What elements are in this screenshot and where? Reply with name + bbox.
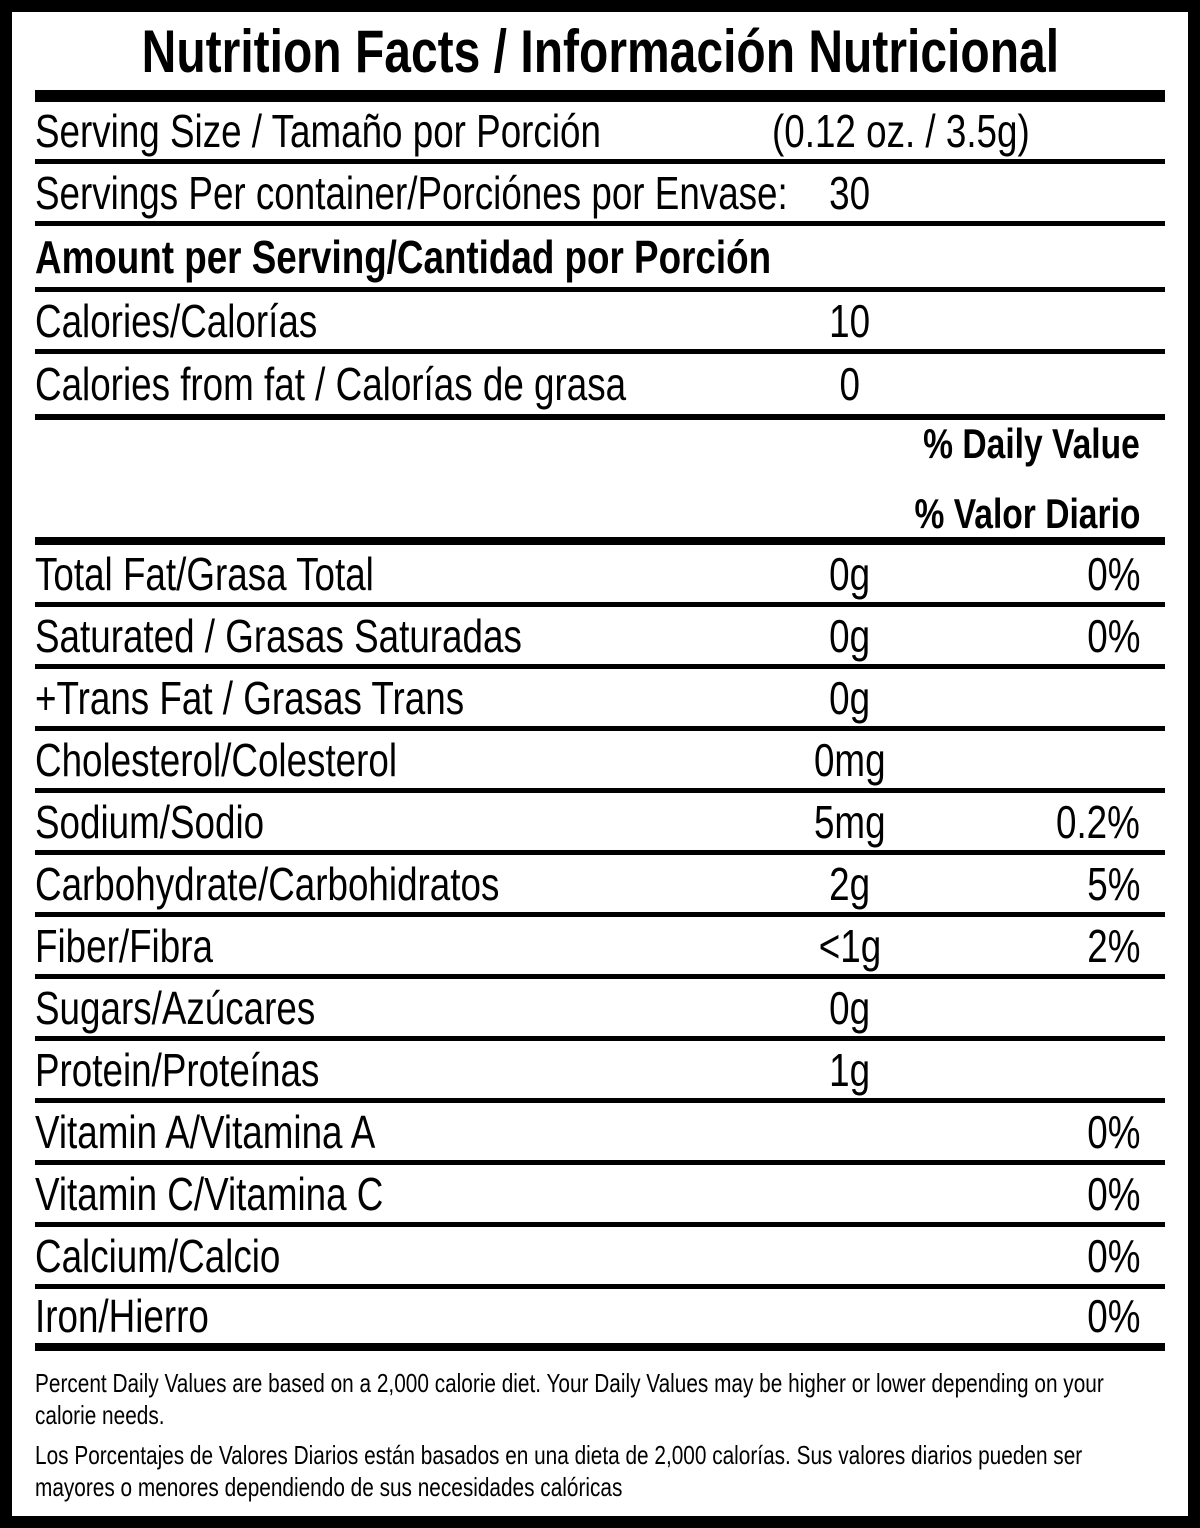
nutrient-row: Sugars/Azúcares 0g: [35, 979, 1165, 1041]
nutrient-row: Sodium/Sodio 5mg 0.2%: [35, 793, 1165, 855]
nutrient-amount: 0g: [829, 609, 871, 662]
nutrient-label: Sodium/Sodio: [35, 795, 265, 848]
calories-row: Calories/Calorías 10: [35, 292, 1165, 354]
nutrient-row: Calcium/Calcio 0%: [35, 1227, 1165, 1289]
nutrient-row: Fiber/Fibra <1g 2%: [35, 917, 1165, 979]
footnote-en: Percent Daily Values are based on a 2,00…: [35, 1368, 1104, 1430]
label-title: Nutrition Facts / Información Nutriciona…: [141, 17, 1059, 85]
serving-size-label: Serving Size / Tamaño por Porción: [35, 104, 601, 157]
daily-value-header-en: % Daily Value: [923, 419, 1140, 467]
nutrient-row: Protein/Proteínas 1g: [35, 1041, 1165, 1103]
footnote-es: Los Porcentajes de Valores Diarios están…: [35, 1440, 1083, 1502]
nutrient-row: Vitamin C/Vitamina C 0%: [35, 1165, 1165, 1227]
nutrient-label: Cholesterol/Colesterol: [35, 733, 398, 786]
nutrient-amount: 2g: [829, 857, 871, 910]
nutrient-percent: 2%: [1086, 919, 1140, 972]
nutrient-amount: 0g: [829, 981, 871, 1034]
nutrient-label: Fiber/Fibra: [35, 919, 213, 972]
label-title-row: Nutrition Facts / Información Nutriciona…: [35, 12, 1165, 90]
nutrient-percent: 0%: [1086, 547, 1140, 600]
nutrient-percent: 0%: [1086, 1290, 1140, 1342]
nutrient-amount: 0g: [829, 671, 871, 724]
nutrient-row: Vitamin A/Vitamina A 0%: [35, 1103, 1165, 1165]
title-divider-bar: [35, 90, 1165, 102]
servings-per-container-value: 30: [829, 166, 871, 219]
footnote: Percent Daily Values are based on a 2,00…: [35, 1351, 1165, 1503]
nutrient-label: Sugars/Azúcares: [35, 981, 316, 1034]
nutrient-percent: 0%: [1086, 1105, 1140, 1158]
calories-value: 10: [829, 294, 871, 347]
amount-per-serving-header-row: Amount per Serving/Cantidad por Porción: [35, 226, 1165, 292]
servings-per-container-row: Servings Per container/Porciónes por Env…: [35, 164, 1165, 226]
nutrient-row: Iron/Hierro 0%: [35, 1289, 1165, 1351]
nutrient-amount: 0g: [829, 547, 871, 600]
nutrient-label: Saturated / Grasas Saturadas: [35, 609, 522, 662]
nutrient-label: Vitamin C/Vitamina C: [35, 1167, 384, 1220]
servings-per-container-label: Servings Per container/Porciónes por Env…: [35, 166, 788, 219]
nutrient-percent: 0%: [1086, 609, 1140, 662]
nutrient-percent: 0.2%: [1056, 795, 1140, 848]
calories-label: Calories/Calorías: [35, 294, 318, 347]
nutrient-label: Iron/Hierro: [35, 1290, 209, 1342]
calories-from-fat-row: Calories from fat / Calorías de grasa 0: [35, 354, 1165, 420]
nutrient-label: Protein/Proteínas: [35, 1043, 320, 1096]
nutrient-amount: 0mg: [814, 733, 886, 786]
nutrient-label: Calcium/Calcio: [35, 1229, 281, 1282]
serving-size-value: (0.12 oz. / 3.5g): [772, 104, 1031, 157]
serving-size-row: Serving Size / Tamaño por Porción (0.12 …: [35, 102, 1165, 164]
amount-per-serving-header: Amount per Serving/Cantidad por Porción: [35, 230, 772, 283]
nutrient-percent: 0%: [1086, 1229, 1140, 1282]
nutrient-row: Cholesterol/Colesterol 0mg: [35, 731, 1165, 793]
nutrient-label: Vitamin A/Vitamina A: [35, 1105, 376, 1158]
nutrient-row: +Trans Fat / Grasas Trans 0g: [35, 669, 1165, 731]
nutrient-percent: 5%: [1086, 857, 1140, 910]
nutrient-row: Saturated / Grasas Saturadas 0g 0%: [35, 607, 1165, 669]
daily-value-header: % Daily Value % Valor Diario: [35, 420, 1165, 545]
daily-value-header-es: % Valor Diario: [914, 489, 1140, 537]
nutrient-label: Total Fat/Grasa Total: [35, 547, 374, 600]
nutrient-row: Total Fat/Grasa Total 0g 0%: [35, 545, 1165, 607]
nutrient-row: Carbohydrate/Carbohidratos 2g 5%: [35, 855, 1165, 917]
nutrient-amount: <1g: [818, 919, 882, 972]
nutrient-amount: 1g: [829, 1043, 871, 1096]
calories-from-fat-value: 0: [839, 358, 861, 410]
nutrient-amount: 5mg: [814, 795, 886, 848]
nutrient-label: +Trans Fat / Grasas Trans: [35, 671, 465, 724]
nutrient-label: Carbohydrate/Carbohidratos: [35, 857, 500, 910]
nutrient-percent: 0%: [1086, 1167, 1140, 1220]
nutrient-rows: Total Fat/Grasa Total 0g 0% Saturated / …: [35, 545, 1165, 1351]
calories-from-fat-label: Calories from fat / Calorías de grasa: [35, 358, 627, 410]
